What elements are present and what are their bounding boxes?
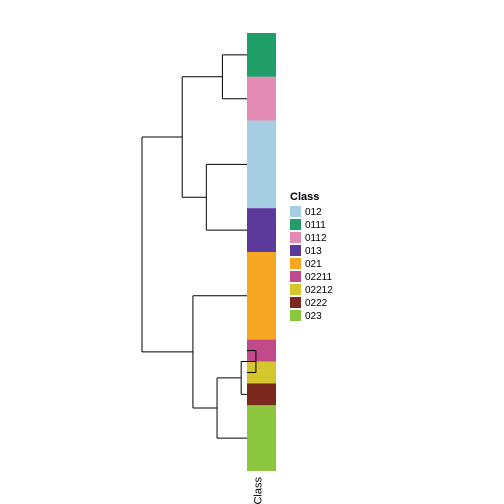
dendrogram-chart: Class Class 012 0111 0112 013 021 02211 02212 022… (0, 0, 504, 504)
legend-label-023: 023 (305, 311, 322, 322)
legend-label-0112: 0112 (305, 233, 327, 244)
legend-swatch-012 (290, 206, 301, 217)
legend-label-0222: 0222 (305, 298, 328, 309)
axis-label: Class (253, 477, 265, 504)
legend-title: Class (290, 191, 319, 203)
class-bar-0111 (247, 33, 276, 77)
class-bar-013 (247, 208, 276, 252)
class-bar-0222 (247, 383, 276, 405)
legend-swatch-013 (290, 245, 301, 256)
legend-swatch-023 (290, 310, 301, 321)
legend-label-013: 013 (305, 246, 322, 257)
legend-label-012: 012 (305, 207, 322, 218)
legend-label-02211: 02211 (305, 272, 333, 283)
legend-label-0111: 0111 (305, 220, 326, 231)
class-bar-021 (247, 252, 276, 340)
class-bar-012 (247, 121, 276, 209)
legend-swatch-02211 (290, 271, 301, 282)
legend-swatch-0111 (290, 219, 301, 230)
class-bars (247, 33, 276, 471)
class-bar-0112 (247, 77, 276, 121)
legend-swatch-0222 (290, 297, 301, 308)
class-bar-023 (247, 405, 276, 471)
legend-label-021: 021 (305, 259, 322, 270)
legend-swatch-021 (290, 258, 301, 269)
legend-label-02212: 02212 (305, 285, 333, 296)
legend-swatch-02212 (290, 284, 301, 295)
legend-swatch-0112 (290, 232, 301, 243)
